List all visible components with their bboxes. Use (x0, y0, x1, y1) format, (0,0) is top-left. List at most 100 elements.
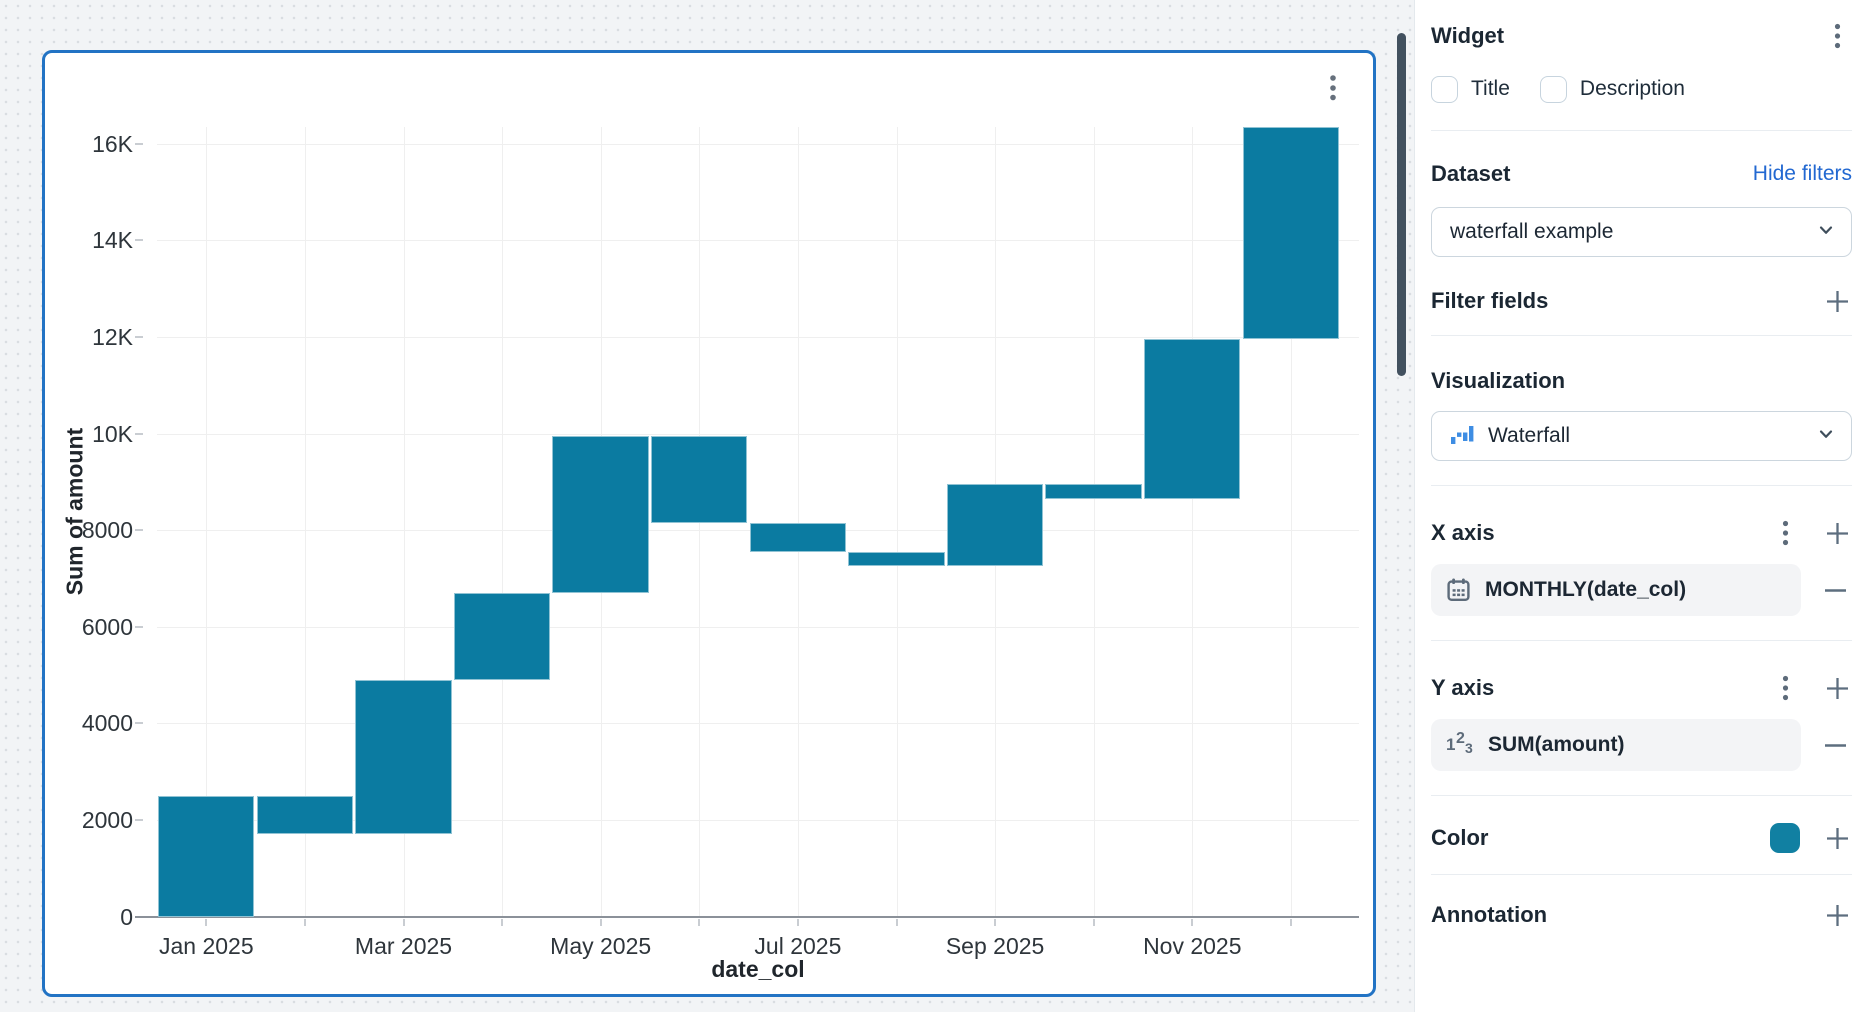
divider (1431, 874, 1852, 875)
gridline-vertical (1192, 127, 1194, 917)
visualization-select[interactable]: Waterfall (1431, 411, 1852, 461)
minus-icon (1824, 588, 1846, 592)
x-axis-field-label: MONTHLY(date_col) (1485, 578, 1687, 601)
y-tick-label: 4000 (81, 710, 133, 737)
y-axis-options-button[interactable] (1770, 673, 1800, 703)
y-tick-mark (135, 335, 143, 338)
y-tick-mark (135, 432, 143, 435)
color-swatch[interactable] (1770, 823, 1800, 853)
widget-settings-panel: Widget Title Description Dataset Hide fi… (1414, 0, 1864, 1012)
x-tick-mark (402, 918, 405, 926)
gridline-horizontal (157, 626, 1359, 628)
y-tick-mark (135, 818, 143, 821)
divider (1431, 795, 1852, 796)
divider (1431, 335, 1852, 336)
y-tick-label: 14K (92, 227, 133, 254)
title-checkbox[interactable] (1431, 75, 1458, 103)
waterfall-bar[interactable] (453, 592, 551, 680)
gridline-vertical (1290, 127, 1292, 917)
x-axis-options-button[interactable] (1770, 518, 1800, 548)
waterfall-bar[interactable] (1242, 126, 1339, 340)
waterfall-bar[interactable] (651, 435, 748, 523)
y-tick-label: 16K (92, 130, 133, 157)
y-tick-mark (135, 625, 143, 628)
waterfall-bar[interactable] (552, 435, 649, 593)
x-tick-mark (895, 918, 898, 926)
x-axis-title: date_col (711, 956, 805, 982)
waterfall-bar[interactable] (946, 484, 1044, 567)
x-tick-mark (303, 918, 306, 926)
add-y-axis-field-button[interactable] (1822, 673, 1852, 703)
calendar-icon (1445, 577, 1472, 604)
remove-y-axis-field-button[interactable] (1820, 730, 1850, 760)
waterfall-bar[interactable] (1144, 339, 1241, 499)
waterfall-bar[interactable] (1045, 484, 1142, 499)
filter-fields-title: Filter fields (1431, 288, 1549, 313)
add-annotation-button[interactable] (1822, 900, 1852, 930)
x-tick-mark (205, 918, 208, 926)
y-tick-label: 6000 (81, 613, 133, 640)
waterfall-chart-icon (1450, 425, 1475, 448)
dataset-select[interactable]: waterfall example (1431, 207, 1852, 257)
y-axis-field-label: SUM(amount) (1488, 733, 1625, 756)
kebab-icon (1834, 23, 1840, 48)
hide-filters-link[interactable]: Hide filters (1752, 162, 1852, 185)
gridline-vertical (896, 127, 898, 917)
x-tick-mark (1191, 918, 1194, 926)
plus-icon (1826, 904, 1848, 926)
annotation-section-title: Annotation (1431, 902, 1548, 927)
add-filter-button[interactable] (1822, 286, 1852, 316)
dataset-section-title: Dataset (1431, 161, 1511, 186)
y-tick-mark (135, 142, 143, 145)
gridline-horizontal (157, 723, 1359, 725)
x-tick-mark (994, 918, 997, 926)
waterfall-bar[interactable] (355, 679, 452, 835)
x-tick-mark (501, 918, 504, 926)
widget-card-menu-button[interactable] (1321, 67, 1345, 111)
color-section-title: Color (1431, 825, 1489, 850)
chart-widget-card[interactable]: Sum of amount date_col 0 2000 4000 6000 8000… (42, 50, 1376, 997)
visualization-selected-value: Waterfall (1488, 424, 1571, 447)
gridline-vertical (1093, 127, 1095, 917)
x-tick-label: May 2025 (550, 932, 652, 959)
description-checkbox[interactable] (1539, 75, 1567, 103)
title-checkbox-label: Title (1471, 77, 1510, 100)
x-axis-section-title: X axis (1431, 520, 1495, 545)
divider (1431, 485, 1852, 486)
number-123-icon: 1 2 3 (1446, 730, 1473, 756)
x-axis-field-pill[interactable]: MONTHLY(date_col) (1431, 564, 1801, 616)
y-tick-label: 8000 (81, 517, 133, 544)
kebab-icon (1782, 520, 1788, 545)
y-tick-label: 10K (92, 420, 133, 447)
gridline-horizontal (157, 143, 1359, 145)
waterfall-bar[interactable] (749, 522, 846, 552)
x-tick-label: Jan 2025 (158, 932, 254, 959)
x-axis-line (135, 915, 1359, 918)
add-x-axis-field-button[interactable] (1822, 518, 1852, 548)
description-checkbox-label: Description (1579, 77, 1685, 100)
waterfall-bar[interactable] (158, 795, 255, 917)
remove-x-axis-field-button[interactable] (1820, 575, 1850, 605)
widget-menu-button[interactable] (1822, 21, 1852, 51)
x-tick-label: Nov 2025 (1143, 932, 1242, 959)
panel-title: Widget (1431, 23, 1505, 48)
waterfall-bar[interactable] (256, 795, 353, 835)
gridline-vertical (502, 127, 504, 917)
visualization-title: Visualization (1431, 368, 1566, 393)
y-tick-mark (135, 722, 143, 725)
gridline-horizontal (157, 336, 1359, 338)
waterfall-bar[interactable] (848, 551, 945, 567)
x-tick-label: Jul 2025 (754, 932, 842, 959)
add-color-button[interactable] (1822, 823, 1852, 853)
divider (1431, 130, 1852, 131)
y-tick-mark (135, 529, 143, 532)
y-tick-label: 12K (92, 323, 133, 350)
gridline-horizontal (157, 433, 1359, 435)
gridline-horizontal (157, 819, 1359, 821)
panel-scrollbar-thumb[interactable] (1397, 33, 1406, 376)
y-axis-field-pill[interactable]: 1 2 3 SUM(amount) (1431, 719, 1801, 771)
y-tick-label: 2000 (81, 806, 133, 833)
kebab-icon (1782, 675, 1788, 700)
plus-icon (1826, 290, 1848, 312)
y-tick-mark (135, 239, 143, 242)
